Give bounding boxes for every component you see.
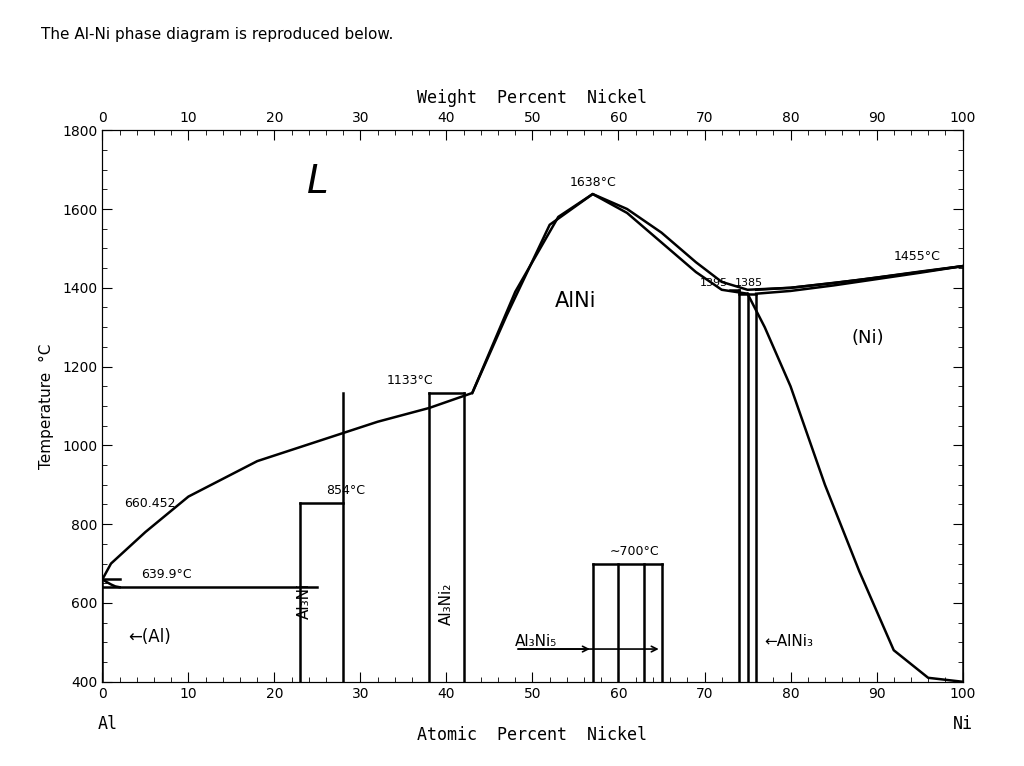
Text: ←AlNi₃: ←AlNi₃ xyxy=(765,634,814,649)
Text: Al₃Ni₂: Al₃Ni₂ xyxy=(439,582,454,624)
Text: 854°C: 854°C xyxy=(326,484,365,497)
Text: The Al-Ni phase diagram is reproduced below.: The Al-Ni phase diagram is reproduced be… xyxy=(41,27,393,42)
Text: ←(Al): ←(Al) xyxy=(128,628,171,647)
Text: ∼700°C: ∼700°C xyxy=(610,545,659,558)
Text: 1133°C: 1133°C xyxy=(386,374,433,387)
X-axis label: Weight  Percent  Nickel: Weight Percent Nickel xyxy=(418,89,647,107)
Text: 1395: 1395 xyxy=(700,278,728,288)
Text: 1455°C: 1455°C xyxy=(894,250,941,264)
Text: 639.9°C: 639.9°C xyxy=(141,568,191,581)
Text: Al: Al xyxy=(97,715,118,733)
Y-axis label: Temperature  °C: Temperature °C xyxy=(39,343,54,469)
Text: Ni: Ni xyxy=(952,715,973,733)
Text: 660.452: 660.452 xyxy=(124,497,175,510)
Text: 1638°C: 1638°C xyxy=(569,176,616,189)
Text: Al₃Ni: Al₃Ni xyxy=(297,582,312,619)
Text: 1385: 1385 xyxy=(734,278,763,288)
Text: AlNi: AlNi xyxy=(555,291,596,312)
X-axis label: Atomic  Percent  Nickel: Atomic Percent Nickel xyxy=(418,725,647,744)
Text: L: L xyxy=(306,163,329,201)
Text: (Ni): (Ni) xyxy=(852,329,885,347)
Text: Al₃Ni₅: Al₃Ni₅ xyxy=(515,634,557,649)
